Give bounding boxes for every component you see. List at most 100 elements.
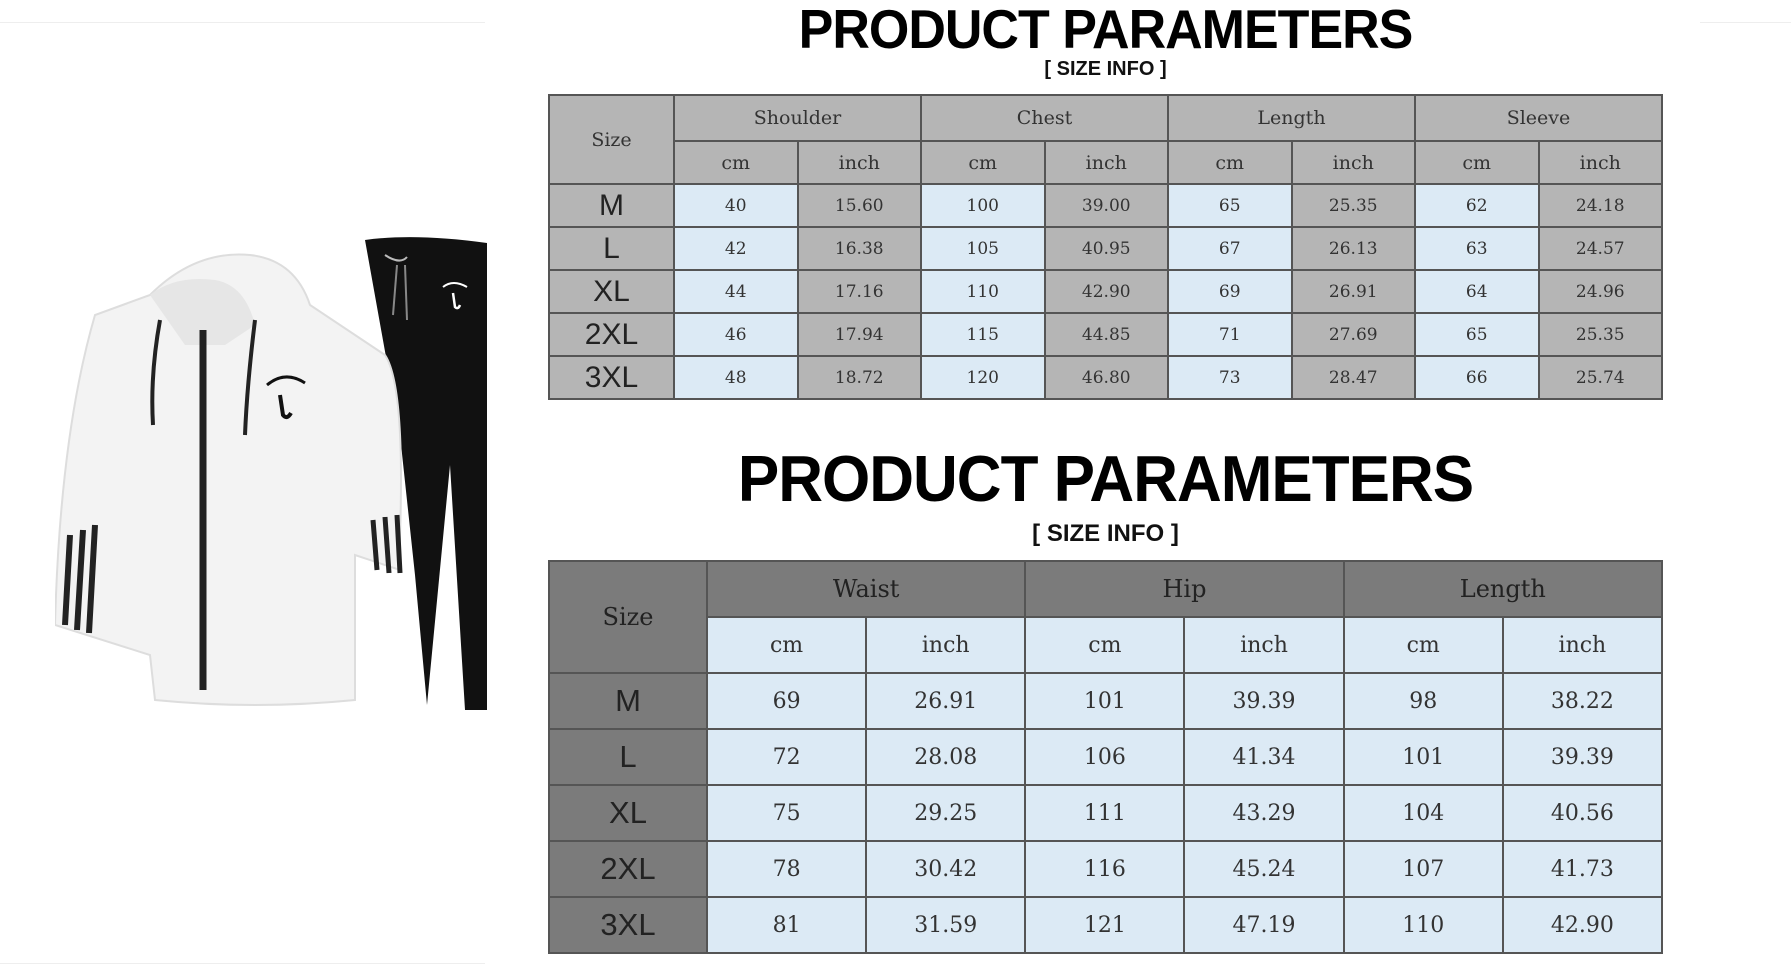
value-cell: 48: [673, 355, 799, 400]
value-cell: 75: [705, 784, 868, 842]
unit-header: cm: [1342, 616, 1504, 674]
value-cell: 46.80: [1043, 355, 1169, 400]
value-cell: 101: [1024, 672, 1186, 730]
value-cell: 24.18: [1537, 183, 1663, 228]
unit-header: inch: [865, 616, 1027, 674]
value-cell: 62: [1414, 183, 1540, 228]
value-cell: 71: [1167, 312, 1293, 357]
unit-header: cm: [920, 140, 1046, 185]
value-cell: 26.91: [1290, 269, 1416, 314]
value-cell: 111: [1024, 784, 1186, 842]
value-cell: 98: [1342, 672, 1504, 730]
unit-header: inch: [1043, 140, 1169, 185]
value-cell: 28.47: [1290, 355, 1416, 400]
value-cell: 66: [1414, 355, 1540, 400]
size-cell: 3XL: [548, 896, 708, 954]
value-cell: 17.16: [796, 269, 922, 314]
value-cell: 18.72: [796, 355, 922, 400]
unit-header: inch: [1290, 140, 1416, 185]
value-cell: 110: [1342, 896, 1504, 954]
table-row: M 40 15.60 100 39.00 65 25.35 62 24.18: [548, 183, 1663, 228]
value-cell: 27.69: [1290, 312, 1416, 357]
table-row: 2XL 46 17.94 115 44.85 71 27.69 65 25.35: [548, 312, 1663, 357]
value-cell: 42.90: [1043, 269, 1169, 314]
value-cell: 116: [1024, 840, 1186, 898]
value-cell: 28.08: [865, 728, 1027, 786]
unit-header: inch: [1501, 616, 1664, 674]
tracksuit-product-image: [55, 237, 487, 710]
group-header: Shoulder: [673, 94, 922, 142]
unit-header: inch: [1537, 140, 1663, 185]
unit-header: cm: [673, 140, 799, 185]
bottom-chart-subtitle: [ SIZE INFO ]: [1032, 520, 1179, 547]
value-cell: 47.19: [1183, 896, 1345, 954]
value-cell: 121: [1024, 896, 1186, 954]
unit-header: cm: [1414, 140, 1540, 185]
size-cell: 2XL: [548, 840, 708, 898]
value-cell: 39.00: [1043, 183, 1169, 228]
value-cell: 63: [1414, 226, 1540, 271]
value-cell: 65: [1167, 183, 1293, 228]
group-header: Sleeve: [1414, 94, 1663, 142]
value-cell: 44.85: [1043, 312, 1169, 357]
divider: [0, 22, 485, 23]
group-header: Waist: [705, 560, 1027, 618]
value-cell: 39.39: [1183, 672, 1345, 730]
value-cell: 26.13: [1290, 226, 1416, 271]
divider: [0, 963, 485, 964]
group-header: Length: [1342, 560, 1664, 618]
value-cell: 72: [705, 728, 868, 786]
value-cell: 15.60: [796, 183, 922, 228]
value-cell: 104: [1342, 784, 1504, 842]
value-cell: 30.42: [865, 840, 1027, 898]
value-cell: 69: [1167, 269, 1293, 314]
top-chart-title: PRODUCT PARAMETERS: [798, 0, 1414, 61]
table-row: 2XL 78 30.42 116 45.24 107 41.73: [548, 840, 1664, 898]
unit-header: cm: [705, 616, 868, 674]
table-row: L 72 28.08 106 41.34 101 39.39: [548, 728, 1664, 786]
value-cell: 40.56: [1501, 784, 1664, 842]
size-cell: L: [548, 728, 708, 786]
top-size-table: Size Shoulder Chest Length Sleeve cm inch cm in…: [548, 94, 1663, 400]
value-cell: 46: [673, 312, 799, 357]
value-cell: 16.38: [796, 226, 922, 271]
value-cell: 73: [1167, 355, 1293, 400]
value-cell: 107: [1342, 840, 1504, 898]
value-cell: 42: [673, 226, 799, 271]
value-cell: 100: [920, 183, 1046, 228]
value-cell: 40.95: [1043, 226, 1169, 271]
value-cell: 25.35: [1290, 183, 1416, 228]
size-cell: XL: [548, 784, 708, 842]
value-cell: 65: [1414, 312, 1540, 357]
value-cell: 24.96: [1537, 269, 1663, 314]
value-cell: 64: [1414, 269, 1540, 314]
group-header: Chest: [920, 94, 1169, 142]
size-cell: L: [548, 226, 675, 271]
unit-header: cm: [1167, 140, 1293, 185]
table-row: XL 44 17.16 110 42.90 69 26.91 64 24.96: [548, 269, 1663, 314]
value-cell: 43.29: [1183, 784, 1345, 842]
value-cell: 25.35: [1537, 312, 1663, 357]
value-cell: 106: [1024, 728, 1186, 786]
top-chart-subtitle: [ SIZE INFO ]: [1044, 58, 1167, 80]
value-cell: 40: [673, 183, 799, 228]
value-cell: 26.91: [865, 672, 1027, 730]
value-cell: 110: [920, 269, 1046, 314]
size-header: Size: [548, 94, 675, 185]
table-row: 3XL 81 31.59 121 47.19 110 42.90: [548, 896, 1664, 954]
value-cell: 25.74: [1537, 355, 1663, 400]
size-cell: M: [548, 183, 675, 228]
value-cell: 69: [705, 672, 868, 730]
table-row: M 69 26.91 101 39.39 98 38.22: [548, 672, 1664, 730]
size-cell: 2XL: [548, 312, 675, 357]
table-row: L 42 16.38 105 40.95 67 26.13 63 24.57: [548, 226, 1663, 271]
value-cell: 67: [1167, 226, 1293, 271]
value-cell: 29.25: [865, 784, 1027, 842]
group-header: Length: [1167, 94, 1416, 142]
value-cell: 81: [705, 896, 868, 954]
value-cell: 120: [920, 355, 1046, 400]
value-cell: 41.34: [1183, 728, 1345, 786]
value-cell: 39.39: [1501, 728, 1664, 786]
value-cell: 38.22: [1501, 672, 1664, 730]
